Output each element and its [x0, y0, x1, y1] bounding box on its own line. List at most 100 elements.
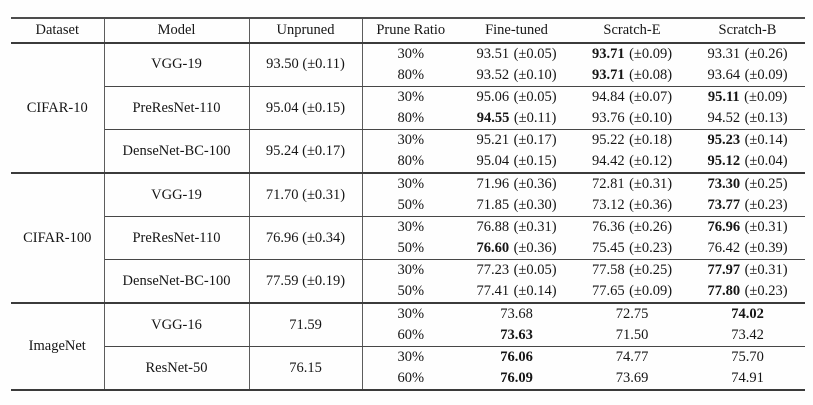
table-row: 60% 73.63 71.50 73.42	[11, 324, 805, 348]
model-cell: DenseNet-BC-100	[104, 259, 250, 305]
table-row: PreResNet-110 95.04 (±0.15) 30% 95.06 (±0…	[11, 86, 805, 131]
col-header-scratch-b: Scratch-B	[690, 18, 805, 44]
scratch-e-cell: 93.71 (±0.09)	[591, 45, 673, 62]
table-row: CIFAR-10 VGG-19 93.50 (±0.11) 30% 93.51(…	[11, 43, 805, 175]
scratch-e-cell: 75.45 (±0.23)	[574, 238, 690, 261]
prune-ratio-cell: 30%	[397, 45, 425, 62]
results-table: Dataset Model Unpruned Prune Ratio Fine-…	[11, 17, 805, 391]
fine-tuned-cell: 95.04 (±0.15)	[459, 151, 574, 175]
model-cell: VGG-16	[104, 303, 250, 348]
prune-ratio-cell: 30%	[397, 306, 425, 323]
dataset-cell: CIFAR-100	[11, 173, 105, 305]
scratch-b-cell: 74.91	[731, 370, 764, 387]
header-row: Dataset Model Unpruned Prune Ratio Fine-…	[11, 18, 805, 44]
fine-tuned-cell: 76.06	[500, 349, 533, 366]
table-row: 80% 93.52 (±0.10) 93.71 (±0.08) 93.64 (±0.0…	[11, 64, 805, 87]
table-row: 80% 94.55 (±0.11) 93.76 (±0.10) 94.52 (±0.1…	[11, 108, 805, 131]
scratch-b-cell: 93.64 (±0.09)	[690, 64, 805, 87]
prune-ratio-cell: 30%	[397, 219, 425, 236]
fine-tuned-cell: 71.85 (±0.30)	[459, 194, 574, 217]
scratch-b-cell: 95.23 (±0.14)	[707, 132, 788, 149]
col-header-dataset: Dataset	[11, 18, 105, 44]
fine-tuned-cell: 95.06 (±0.05)	[476, 88, 557, 105]
table-row: ResNet-50 76.15 30% 76.06 74.77 75.70	[11, 346, 805, 390]
col-header-scratch-e: Scratch-E	[574, 18, 690, 44]
table-row: 50% 71.85 (±0.30) 73.12 (±0.36) 73.77 (±0.2…	[11, 194, 805, 217]
scratch-b-cell: 75.70	[731, 349, 764, 366]
fine-tuned-cell: 94.55 (±0.11)	[459, 108, 574, 131]
table-row: CIFAR-100 VGG-19 71.70 (±0.31) 30% 71.96…	[11, 173, 805, 305]
scratch-b-cell: 95.11 (±0.09)	[707, 88, 788, 105]
unpruned-cell: 95.24 (±0.17)	[249, 129, 363, 175]
model-cell: VGG-19	[104, 173, 250, 218]
scratch-e-cell: 93.71 (±0.08)	[574, 64, 690, 87]
scratch-e-cell: 72.81 (±0.31)	[591, 175, 673, 192]
model-cell: PreResNet-110	[104, 216, 250, 261]
scratch-b-cell: 77.97 (±0.31)	[707, 262, 788, 279]
fine-tuned-cell: 76.60 (±0.36)	[459, 238, 574, 261]
scratch-b-cell: 73.30 (±0.25)	[707, 175, 788, 192]
fine-tuned-cell: 76.09	[500, 370, 533, 387]
model-cell: PreResNet-110	[104, 86, 250, 131]
scratch-b-cell: 93.31 (±0.26)	[707, 45, 788, 62]
unpruned-cell: 71.70 (±0.31)	[249, 173, 363, 218]
unpruned-cell: 71.59	[249, 303, 363, 348]
prune-ratio-cell: 50%	[362, 238, 459, 261]
scratch-e-cell: 73.69	[615, 370, 649, 387]
scratch-b-cell: 73.77 (±0.23)	[690, 194, 805, 217]
prune-ratio-cell: 30%	[397, 88, 425, 105]
fine-tuned-cell: 77.41 (±0.14)	[459, 281, 574, 305]
col-header-model: Model	[104, 18, 250, 44]
table-row: 80% 95.04 (±0.15) 94.42 (±0.12) 95.12 (±0.0…	[11, 151, 805, 175]
scratch-b-cell: 77.80 (±0.23)	[690, 281, 805, 305]
fine-tuned-cell: 76.88 (±0.31)	[476, 219, 557, 236]
scratch-e-cell: 94.84 (±0.07)	[591, 88, 673, 105]
model-cell: ResNet-50	[104, 346, 250, 390]
prune-ratio-cell: 30%	[397, 132, 425, 149]
scratch-e-cell: 74.77	[615, 349, 649, 366]
scratch-e-cell: 71.50	[574, 324, 690, 348]
col-header-fine-tuned: Fine-tuned	[459, 18, 574, 44]
scratch-e-cell: 95.22 (±0.18)	[591, 132, 673, 149]
table-row: DenseNet-BC-100 77.59 (±0.19) 30% 77.23(…	[11, 259, 805, 305]
prune-ratio-cell: 60%	[397, 370, 425, 387]
table-row: DenseNet-BC-100 95.24 (±0.17) 30% 95.21(…	[11, 129, 805, 175]
scratch-b-cell: 76.96 (±0.31)	[707, 219, 788, 236]
prune-ratio-cell: 60%	[362, 324, 459, 348]
prune-ratio-cell: 80%	[362, 108, 459, 131]
prune-ratio-cell: 50%	[362, 281, 459, 305]
scratch-e-cell: 76.36 (±0.26)	[591, 219, 673, 236]
table-row: 50% 76.60 (±0.36) 75.45 (±0.23) 76.42 (±0.3…	[11, 238, 805, 261]
unpruned-cell: 93.50 (±0.11)	[249, 43, 363, 87]
table-row: 60% 76.09 73.69 74.91	[11, 368, 805, 390]
fine-tuned-cell: 73.63	[459, 324, 574, 348]
scratch-b-cell: 94.52 (±0.13)	[690, 108, 805, 131]
fine-tuned-cell: 95.21 (±0.17)	[476, 132, 557, 149]
prune-ratio-cell: 30%	[397, 175, 425, 192]
scratch-b-cell: 73.42	[690, 324, 805, 348]
scratch-e-cell: 72.75	[615, 306, 649, 323]
unpruned-cell: 77.59 (±0.19)	[249, 259, 363, 305]
fine-tuned-cell: 77.23 (±0.05)	[476, 262, 557, 279]
col-header-unpruned: Unpruned	[249, 18, 363, 44]
fine-tuned-cell: 73.68	[500, 306, 533, 323]
model-cell: VGG-19	[104, 43, 250, 87]
prune-ratio-cell: 80%	[362, 151, 459, 175]
model-cell: DenseNet-BC-100	[104, 129, 250, 175]
table-row: PreResNet-110 76.96 (±0.34) 30% 76.88 (±0…	[11, 216, 805, 261]
dataset-cell: CIFAR-10	[11, 43, 105, 175]
table-row: 50% 77.41 (±0.14) 77.65 (±0.09) 77.80 (±0.2…	[11, 281, 805, 305]
scratch-e-cell: 77.58 (±0.25)	[591, 262, 673, 279]
fine-tuned-cell: 93.52 (±0.10)	[459, 64, 574, 87]
scratch-e-cell: 94.42 (±0.12)	[574, 151, 690, 175]
fine-tuned-cell: 93.51 (±0.05)	[476, 45, 557, 62]
scratch-e-cell: 93.76 (±0.10)	[574, 108, 690, 131]
scratch-b-cell: 76.42 (±0.39)	[690, 238, 805, 261]
prune-ratio-cell: 50%	[362, 194, 459, 217]
prune-ratio-cell: 30%	[397, 262, 425, 279]
unpruned-cell: 76.96 (±0.34)	[249, 216, 363, 261]
scratch-b-cell: 74.02	[731, 306, 764, 323]
table-row: ImageNet VGG-16 71.59 30% 73.68 72.75 74…	[11, 303, 805, 390]
scratch-e-cell: 77.65 (±0.09)	[574, 281, 690, 305]
